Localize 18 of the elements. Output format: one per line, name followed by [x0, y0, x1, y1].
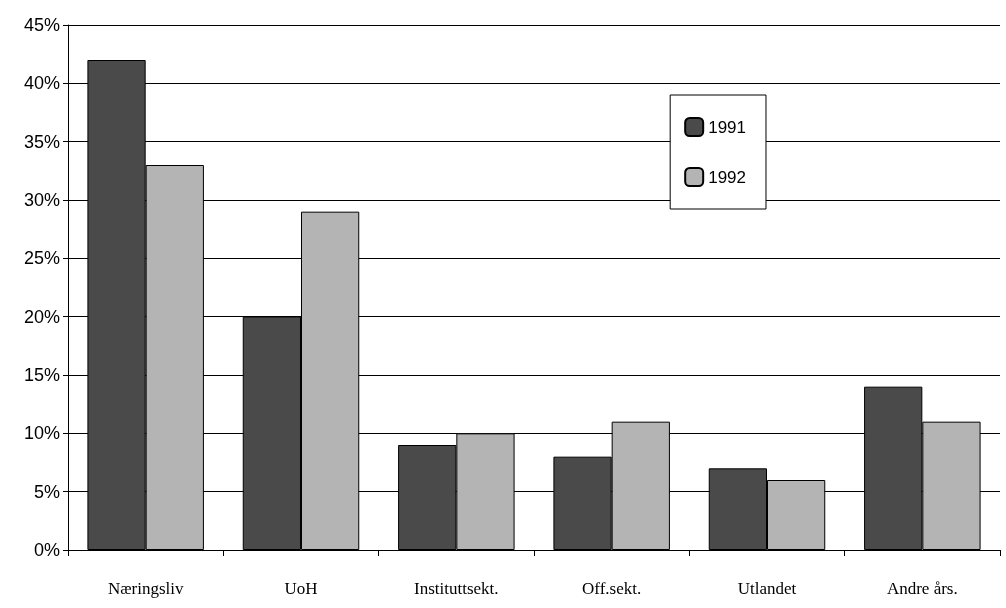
x-tick-label: Off.sekt.	[582, 579, 642, 598]
x-tick-label: UoH	[284, 579, 318, 598]
y-tick-label: 20%	[23, 306, 60, 327]
y-tick-label: 30%	[23, 190, 60, 210]
y-tick-label: 0%	[33, 540, 60, 560]
y-tick-label: 40%	[23, 73, 60, 94]
y-tick-label: 15%	[23, 365, 60, 385]
y-tick-label: 5%	[33, 481, 60, 502]
y-tick-label: 25%	[23, 248, 60, 269]
legend-label: 1991	[708, 117, 747, 137]
y-tick-label: 35%	[23, 131, 60, 152]
x-tick-label: Instituttsekt.	[414, 579, 499, 598]
y-tick-label: 45%	[23, 15, 60, 35]
x-tick-label: Næringsliv	[107, 579, 184, 598]
x-tick-label: Andre års.	[886, 579, 958, 598]
legend-label: 1992	[708, 167, 747, 187]
x-tick-label: Utlandet	[737, 579, 797, 598]
y-tick-label: 10%	[23, 423, 60, 444]
